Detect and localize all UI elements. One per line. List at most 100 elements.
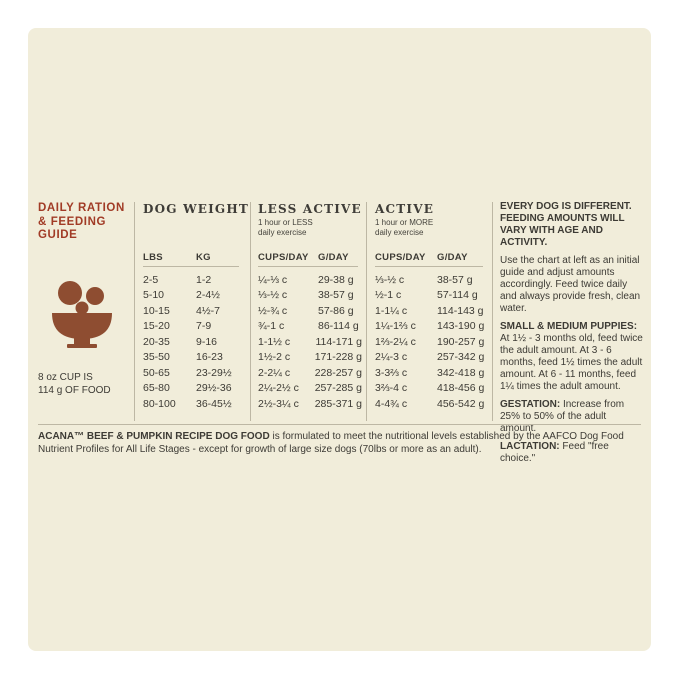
advice-intro-bold: EVERY DOG IS DIFFERENT. FEEDING AMOUNTS … bbox=[500, 201, 632, 248]
grams-value: 171-228 g bbox=[314, 351, 362, 364]
kg-value: 23-29½ bbox=[196, 366, 232, 379]
table-row: 10-15 4½-7 bbox=[143, 303, 243, 319]
cup-note-line2: 114 g OF FOOD bbox=[38, 384, 111, 396]
kg-value: 7-9 bbox=[196, 320, 212, 333]
table-row: 3⅔-4 c 418-456 g bbox=[375, 381, 487, 397]
kg-value: 9-16 bbox=[196, 335, 218, 348]
divider bbox=[492, 202, 493, 421]
grams-value: 86-114 g bbox=[318, 320, 359, 333]
lbs-value: 15-20 bbox=[143, 320, 170, 333]
cups-value: ¼-⅓ c bbox=[258, 273, 288, 286]
kg-value: 36-45½ bbox=[196, 397, 232, 410]
dog-weight-section: DOG WEIGHT LBS KG 2-5 1-2 5-10 2-4½ 10-15 4… bbox=[143, 202, 250, 410]
grams-value: 456-542 g bbox=[437, 397, 485, 410]
table-row: 1¼-1⅔ c 143-190 g bbox=[375, 319, 487, 335]
active-rows: ⅓-½ c 38-57 g ½-1 c 57-114 g 1-1¼ c 114-143… bbox=[375, 272, 487, 412]
table-row: 80-100 36-45½ bbox=[143, 396, 243, 412]
subhead-rule bbox=[258, 266, 358, 267]
footnote-rule bbox=[38, 424, 641, 425]
grams-value: 57-114 g bbox=[437, 289, 478, 302]
dog-weight-title: DOG WEIGHT bbox=[143, 202, 250, 216]
cup-measure-note: 8 oz CUP IS 114 g OF FOOD bbox=[38, 372, 111, 397]
table-row: 1½-2 c 171-228 g bbox=[258, 350, 362, 366]
grams-value: 257-342 g bbox=[437, 351, 485, 364]
grams-value: 57-86 g bbox=[318, 304, 354, 317]
table-row: 15-20 7-9 bbox=[143, 319, 243, 335]
cups-value: 4-4¾ c bbox=[375, 397, 408, 410]
bowl-with-kibble-icon bbox=[52, 281, 112, 348]
cups-value: 1½-2 c bbox=[258, 351, 291, 364]
lactation-text: Feed "free choice." bbox=[500, 441, 609, 464]
table-row: 35-50 16-23 bbox=[143, 350, 243, 366]
active-sub1: 1 hour or MORE bbox=[375, 218, 434, 227]
lbs-value: 5-10 bbox=[143, 289, 165, 302]
less-active-subtitle: 1 hour or LESS daily exercise bbox=[258, 218, 362, 237]
cups-value: 2¼-3 c bbox=[375, 351, 408, 364]
table-row: 1-1¼ c 114-143 g bbox=[375, 303, 487, 319]
table-row: 1-1½ c 114-171 g bbox=[258, 334, 362, 350]
lbs-value: 2-5 bbox=[143, 273, 159, 286]
table-row: ¾-1 c 86-114 g bbox=[258, 319, 362, 335]
grams-value: 114-171 g bbox=[315, 335, 362, 348]
grams-value: 29-38 g bbox=[318, 273, 354, 286]
cups-value: ½-¾ c bbox=[258, 304, 288, 317]
feeding-bowl-icon bbox=[50, 280, 114, 354]
less-active-section: LESS ACTIVE 1 hour or LESS daily exercis… bbox=[258, 202, 362, 410]
divider bbox=[134, 202, 135, 421]
kg-header: KG bbox=[196, 252, 211, 263]
puppies-text: At 1½ - 3 months old, feed twice the adu… bbox=[500, 333, 643, 392]
cups-value: ⅓-½ c bbox=[258, 289, 288, 302]
cups-value: 1-1¼ c bbox=[375, 304, 408, 317]
kg-value: 2-4½ bbox=[196, 289, 220, 302]
grams-value: 114-143 g bbox=[437, 304, 484, 317]
footnote-brand: ACANA™ BEEF & PUMPKIN RECIPE DOG FOOD bbox=[38, 431, 270, 442]
lbs-header: LBS bbox=[143, 252, 163, 263]
lbs-value: 10-15 bbox=[143, 304, 170, 317]
g-day-header: G/DAY bbox=[318, 252, 349, 263]
dog-weight-rows: 2-5 1-2 5-10 2-4½ 10-15 4½-7 15-20 7-9 20-35… bbox=[143, 272, 243, 412]
less-active-subhead: CUPS/DAY G/DAY bbox=[258, 252, 362, 263]
grams-value: 190-257 g bbox=[437, 335, 485, 348]
cups-day-header: CUPS/DAY bbox=[258, 252, 309, 263]
puppies-label: SMALL & MEDIUM PUPPIES: bbox=[500, 321, 638, 332]
feeding-advice-panel: EVERY DOG IS DIFFERENT. FEEDING AMOUNTS … bbox=[500, 201, 644, 471]
cups-value: ¾-1 c bbox=[258, 320, 285, 333]
cups-day-header: CUPS/DAY bbox=[375, 252, 426, 263]
grams-value: 342-418 g bbox=[437, 366, 485, 379]
table-row: 3-3⅔ c 342-418 g bbox=[375, 365, 487, 381]
lbs-value: 20-35 bbox=[143, 335, 170, 348]
advice-intro-text: Use the chart at left as an initial guid… bbox=[500, 255, 641, 314]
lbs-value: 50-65 bbox=[143, 366, 170, 379]
cups-value: 2½-3¼ c bbox=[258, 397, 299, 410]
table-row: ⅓-½ c 38-57 g bbox=[258, 288, 362, 304]
table-row: 2¼-2½ c 257-285 g bbox=[258, 381, 362, 397]
active-section: ACTIVE 1 hour or MORE daily exercise CUP… bbox=[375, 202, 487, 410]
grams-value: 257-285 g bbox=[314, 382, 362, 395]
g-day-header: G/DAY bbox=[437, 252, 468, 263]
active-sub2: daily exercise bbox=[375, 227, 424, 237]
cups-value: 3-3⅔ c bbox=[375, 366, 408, 379]
lactation-paragraph: LACTATION: Feed "free choice." bbox=[500, 441, 644, 465]
aafco-footnote: ACANA™ BEEF & PUMPKIN RECIPE DOG FOOD is… bbox=[38, 431, 644, 456]
cups-value: ⅓-½ c bbox=[375, 273, 405, 286]
kg-value: 16-23 bbox=[196, 351, 223, 364]
kg-value: 4½-7 bbox=[196, 304, 220, 317]
footnote-text: is formulated to meet the nutritional le… bbox=[38, 431, 624, 455]
daily-ration-heading: DAILY RATION & FEEDING GUIDE bbox=[38, 202, 125, 241]
grams-value: 285-371 g bbox=[314, 397, 362, 410]
divider bbox=[250, 202, 251, 421]
less-active-sub1: 1 hour or LESS bbox=[258, 218, 313, 227]
cups-value: 2¼-2½ c bbox=[258, 382, 299, 395]
cream-panel bbox=[28, 28, 651, 651]
table-row: 50-65 23-29½ bbox=[143, 365, 243, 381]
table-row: 2-5 1-2 bbox=[143, 272, 243, 288]
table-row: ½-¾ c 57-86 g bbox=[258, 303, 362, 319]
puppies-paragraph: SMALL & MEDIUM PUPPIES: At 1½ - 3 months … bbox=[500, 321, 644, 393]
table-row: 2½-3¼ c 285-371 g bbox=[258, 396, 362, 412]
less-active-title: LESS ACTIVE bbox=[258, 202, 362, 216]
table-row: ⅓-½ c 38-57 g bbox=[375, 272, 487, 288]
cups-value: 2-2¼ c bbox=[258, 366, 291, 379]
table-row: 2¼-3 c 257-342 g bbox=[375, 350, 487, 366]
grams-value: 38-57 g bbox=[318, 289, 354, 302]
lbs-value: 65-80 bbox=[143, 382, 170, 395]
